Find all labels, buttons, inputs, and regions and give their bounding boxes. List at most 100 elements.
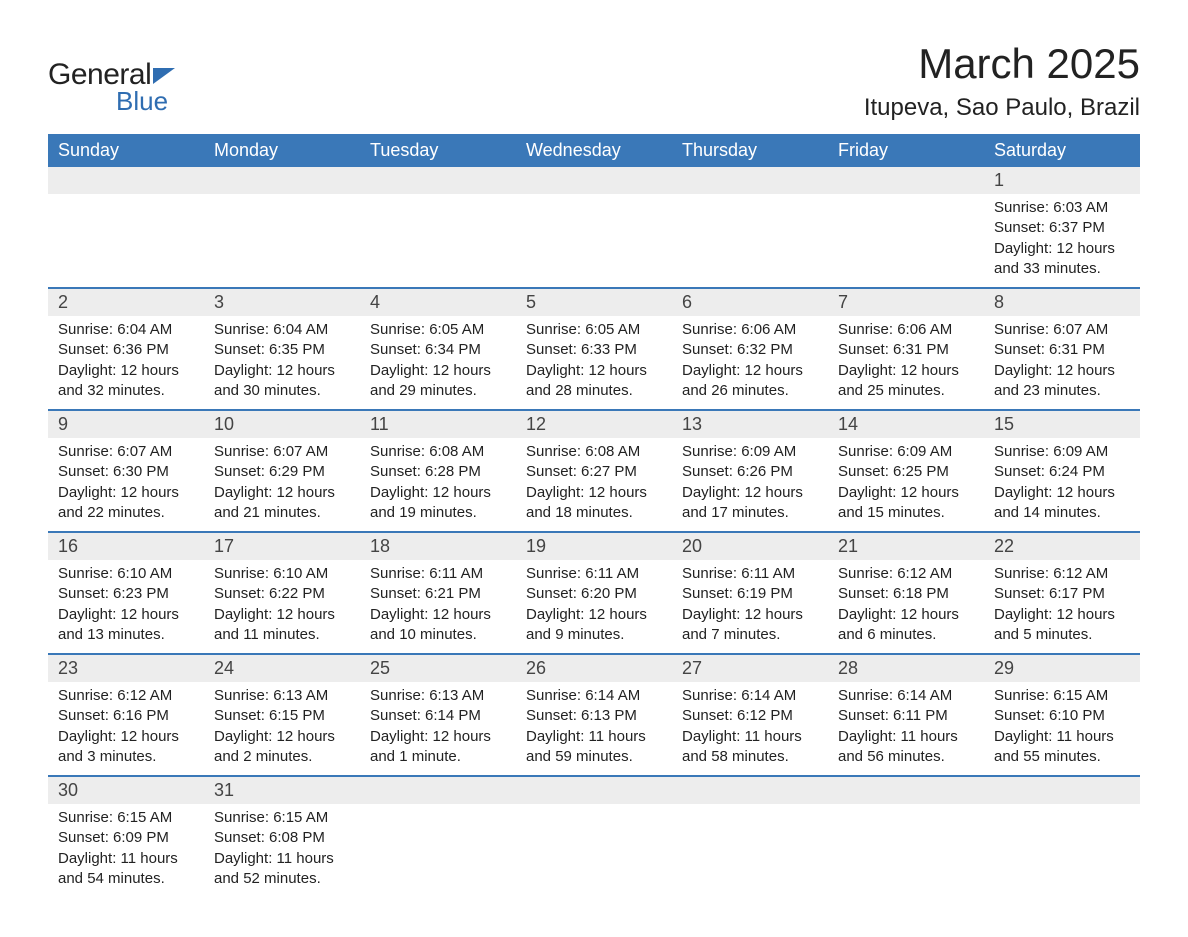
day-number: 15 (984, 411, 1140, 438)
calendar-day-cell: 18Sunrise: 6:11 AMSunset: 6:21 PMDayligh… (360, 532, 516, 654)
day-number: 12 (516, 411, 672, 438)
weekday-header-row: Sunday Monday Tuesday Wednesday Thursday… (48, 134, 1140, 167)
calendar-day-cell (360, 167, 516, 288)
daylight-text: Daylight: 12 hours (58, 727, 194, 747)
sunset-text: Sunset: 6:09 PM (58, 828, 194, 848)
sunset-text: Sunset: 6:35 PM (214, 340, 350, 360)
calendar-day-cell: 12Sunrise: 6:08 AMSunset: 6:27 PMDayligh… (516, 410, 672, 532)
day-number (204, 167, 360, 194)
day-number (516, 167, 672, 194)
day-number: 13 (672, 411, 828, 438)
sunset-text: Sunset: 6:37 PM (994, 218, 1130, 238)
day-details: Sunrise: 6:05 AMSunset: 6:34 PMDaylight:… (360, 316, 516, 409)
empty-day (48, 194, 204, 287)
calendar-day-cell: 1Sunrise: 6:03 AMSunset: 6:37 PMDaylight… (984, 167, 1140, 288)
day-number: 17 (204, 533, 360, 560)
calendar-day-cell: 2Sunrise: 6:04 AMSunset: 6:36 PMDaylight… (48, 288, 204, 410)
daylight-text: Daylight: 11 hours (994, 727, 1130, 747)
calendar-day-cell (48, 167, 204, 288)
daylight-text: and 6 minutes. (838, 625, 974, 645)
day-number: 11 (360, 411, 516, 438)
sunset-text: Sunset: 6:13 PM (526, 706, 662, 726)
calendar-day-cell (360, 776, 516, 897)
daylight-text: and 26 minutes. (682, 381, 818, 401)
weekday-header: Wednesday (516, 134, 672, 167)
sunrise-text: Sunrise: 6:07 AM (214, 442, 350, 462)
day-number: 10 (204, 411, 360, 438)
daylight-text: Daylight: 12 hours (214, 483, 350, 503)
sunrise-text: Sunrise: 6:09 AM (682, 442, 818, 462)
daylight-text: and 32 minutes. (58, 381, 194, 401)
sunset-text: Sunset: 6:20 PM (526, 584, 662, 604)
calendar-day-cell: 9Sunrise: 6:07 AMSunset: 6:30 PMDaylight… (48, 410, 204, 532)
calendar-day-cell: 4Sunrise: 6:05 AMSunset: 6:34 PMDaylight… (360, 288, 516, 410)
weekday-header: Tuesday (360, 134, 516, 167)
day-details: Sunrise: 6:15 AMSunset: 6:08 PMDaylight:… (204, 804, 360, 897)
sunset-text: Sunset: 6:31 PM (994, 340, 1130, 360)
daylight-text: Daylight: 12 hours (370, 483, 506, 503)
calendar-day-cell: 24Sunrise: 6:13 AMSunset: 6:15 PMDayligh… (204, 654, 360, 776)
day-details: Sunrise: 6:12 AMSunset: 6:16 PMDaylight:… (48, 682, 204, 775)
day-number: 14 (828, 411, 984, 438)
calendar-day-cell (984, 776, 1140, 897)
calendar-week-row: 2Sunrise: 6:04 AMSunset: 6:36 PMDaylight… (48, 288, 1140, 410)
day-details: Sunrise: 6:07 AMSunset: 6:29 PMDaylight:… (204, 438, 360, 531)
calendar-day-cell (828, 167, 984, 288)
day-details: Sunrise: 6:11 AMSunset: 6:20 PMDaylight:… (516, 560, 672, 653)
calendar-day-cell (516, 776, 672, 897)
calendar-day-cell: 27Sunrise: 6:14 AMSunset: 6:12 PMDayligh… (672, 654, 828, 776)
day-number (984, 777, 1140, 804)
sunrise-text: Sunrise: 6:11 AM (370, 564, 506, 584)
day-number: 20 (672, 533, 828, 560)
daylight-text: Daylight: 12 hours (994, 361, 1130, 381)
sunset-text: Sunset: 6:28 PM (370, 462, 506, 482)
calendar-day-cell: 11Sunrise: 6:08 AMSunset: 6:28 PMDayligh… (360, 410, 516, 532)
sunrise-text: Sunrise: 6:03 AM (994, 198, 1130, 218)
day-details: Sunrise: 6:14 AMSunset: 6:11 PMDaylight:… (828, 682, 984, 775)
daylight-text: and 55 minutes. (994, 747, 1130, 767)
day-details: Sunrise: 6:09 AMSunset: 6:26 PMDaylight:… (672, 438, 828, 531)
day-details: Sunrise: 6:10 AMSunset: 6:23 PMDaylight:… (48, 560, 204, 653)
calendar-table: Sunday Monday Tuesday Wednesday Thursday… (48, 134, 1140, 897)
calendar-day-cell: 3Sunrise: 6:04 AMSunset: 6:35 PMDaylight… (204, 288, 360, 410)
daylight-text: and 9 minutes. (526, 625, 662, 645)
daylight-text: and 2 minutes. (214, 747, 350, 767)
calendar-day-cell: 15Sunrise: 6:09 AMSunset: 6:24 PMDayligh… (984, 410, 1140, 532)
sunrise-text: Sunrise: 6:07 AM (58, 442, 194, 462)
calendar-day-cell: 28Sunrise: 6:14 AMSunset: 6:11 PMDayligh… (828, 654, 984, 776)
day-number: 29 (984, 655, 1140, 682)
daylight-text: Daylight: 11 hours (214, 849, 350, 869)
daylight-text: and 5 minutes. (994, 625, 1130, 645)
logo-triangle-icon (153, 68, 175, 84)
page-header: General Blue March 2025 Itupeva, Sao Pau… (48, 40, 1140, 122)
empty-day (828, 194, 984, 287)
logo-text-blue: Blue (116, 86, 168, 117)
daylight-text: Daylight: 12 hours (370, 361, 506, 381)
day-details: Sunrise: 6:15 AMSunset: 6:09 PMDaylight:… (48, 804, 204, 897)
daylight-text: and 52 minutes. (214, 869, 350, 889)
weekday-header: Thursday (672, 134, 828, 167)
weekday-header: Sunday (48, 134, 204, 167)
day-number: 16 (48, 533, 204, 560)
daylight-text: and 23 minutes. (994, 381, 1130, 401)
day-details: Sunrise: 6:09 AMSunset: 6:25 PMDaylight:… (828, 438, 984, 531)
calendar-day-cell: 5Sunrise: 6:05 AMSunset: 6:33 PMDaylight… (516, 288, 672, 410)
empty-day (360, 194, 516, 287)
calendar-day-cell: 22Sunrise: 6:12 AMSunset: 6:17 PMDayligh… (984, 532, 1140, 654)
sunrise-text: Sunrise: 6:15 AM (214, 808, 350, 828)
daylight-text: Daylight: 12 hours (370, 727, 506, 747)
daylight-text: Daylight: 12 hours (58, 361, 194, 381)
sunrise-text: Sunrise: 6:09 AM (838, 442, 974, 462)
calendar-day-cell: 19Sunrise: 6:11 AMSunset: 6:20 PMDayligh… (516, 532, 672, 654)
calendar-day-cell: 16Sunrise: 6:10 AMSunset: 6:23 PMDayligh… (48, 532, 204, 654)
day-number: 7 (828, 289, 984, 316)
sunset-text: Sunset: 6:24 PM (994, 462, 1130, 482)
sunset-text: Sunset: 6:26 PM (682, 462, 818, 482)
calendar-day-cell (672, 167, 828, 288)
daylight-text: Daylight: 12 hours (994, 239, 1130, 259)
sunrise-text: Sunrise: 6:05 AM (526, 320, 662, 340)
day-details: Sunrise: 6:10 AMSunset: 6:22 PMDaylight:… (204, 560, 360, 653)
daylight-text: Daylight: 12 hours (682, 605, 818, 625)
day-details: Sunrise: 6:05 AMSunset: 6:33 PMDaylight:… (516, 316, 672, 409)
daylight-text: Daylight: 12 hours (214, 361, 350, 381)
